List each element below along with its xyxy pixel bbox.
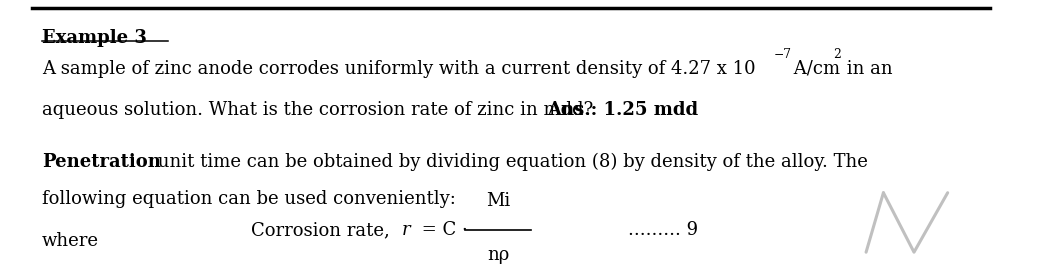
Text: 2: 2 [833, 48, 842, 61]
Text: r: r [402, 221, 410, 239]
Text: unit time can be obtained by dividing equation (8) by density of the alloy. The: unit time can be obtained by dividing eq… [152, 153, 868, 171]
Text: Mi: Mi [486, 192, 510, 210]
Text: Penetration: Penetration [42, 153, 161, 171]
Text: A/cm: A/cm [787, 59, 840, 77]
Text: A sample of zinc anode corrodes uniformly with a current density of 4.27 x 10: A sample of zinc anode corrodes uniforml… [42, 59, 756, 77]
Text: −7: −7 [774, 48, 792, 61]
Text: nρ: nρ [487, 246, 509, 264]
Text: Ans.: 1.25 mdd: Ans.: 1.25 mdd [547, 101, 698, 119]
Text: in an: in an [841, 59, 892, 77]
Text: following equation can be used conveniently:: following equation can be used convenien… [42, 190, 456, 208]
Text: Example 3: Example 3 [42, 28, 147, 47]
Text: aqueous solution. What is the corrosion rate of zinc in mdd?: aqueous solution. What is the corrosion … [42, 101, 594, 119]
Text: = C ·: = C · [417, 221, 468, 239]
Text: where: where [42, 232, 99, 250]
Text: Corrosion rate,: Corrosion rate, [251, 221, 396, 239]
Text: ......... 9: ......... 9 [628, 221, 698, 239]
